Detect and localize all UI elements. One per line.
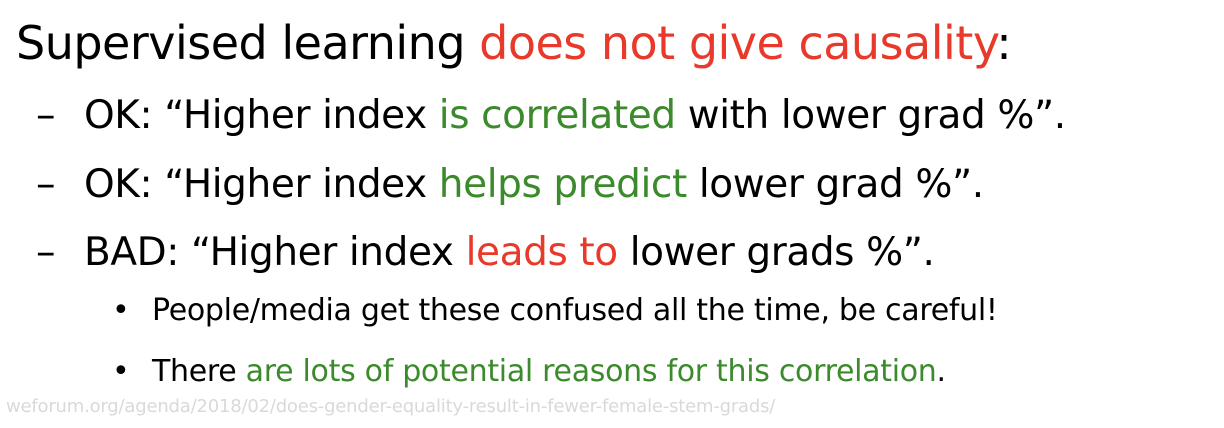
- point-text-end: with lower grad %”.: [675, 93, 1066, 138]
- point-text: OK: “Higher index is correlated with low…: [84, 96, 1066, 135]
- point-text: BAD: “Higher index leads to lower grads …: [84, 233, 935, 272]
- bullet-marker: •: [112, 293, 130, 328]
- point-text-end: lower grads %”.: [617, 230, 935, 275]
- source-link[interactable]: weforum.org/agenda/2018/02/does-gender-e…: [6, 396, 776, 417]
- point-correlated: – OK: “Higher index is correlated with lo…: [36, 96, 1066, 135]
- point-highlight: is correlated: [438, 93, 676, 138]
- subpoint-text-end: .: [936, 354, 947, 389]
- subpoint-highlight: are lots of potential reasons for this c…: [245, 354, 937, 389]
- dash-marker: –: [36, 93, 56, 138]
- dash-marker: –: [36, 230, 56, 275]
- point-text-start: OK: “Higher index: [84, 93, 439, 138]
- bullet-marker: •: [112, 354, 130, 389]
- slide-title: Supervised learning does not give causal…: [16, 20, 1012, 66]
- subpoint-confused: • People/media get these confused all the…: [112, 296, 998, 326]
- point-helps-predict: – OK: “Higher index helps predict lower g…: [36, 165, 984, 204]
- point-text-end: lower grad %”.: [686, 162, 984, 207]
- point-text-start: BAD: “Higher index: [84, 230, 466, 275]
- subpoint-text: People/media get these confused all the …: [152, 293, 998, 328]
- point-leads-to: – BAD: “Higher index leads to lower grads…: [36, 233, 935, 272]
- title-highlight: does not give causality: [479, 16, 997, 70]
- title-suffix: :: [996, 16, 1012, 70]
- point-highlight: leads to: [465, 230, 619, 275]
- point-highlight: helps predict: [438, 162, 687, 207]
- subpoint-text-start: There: [152, 354, 246, 389]
- dash-marker: –: [36, 162, 56, 207]
- subpoint-reasons: • There are lots of potential reasons for…: [112, 357, 946, 387]
- title-text: Supervised learning: [16, 16, 480, 70]
- point-text: OK: “Higher index helps predict lower gr…: [84, 165, 984, 204]
- point-text-start: OK: “Higher index: [84, 162, 439, 207]
